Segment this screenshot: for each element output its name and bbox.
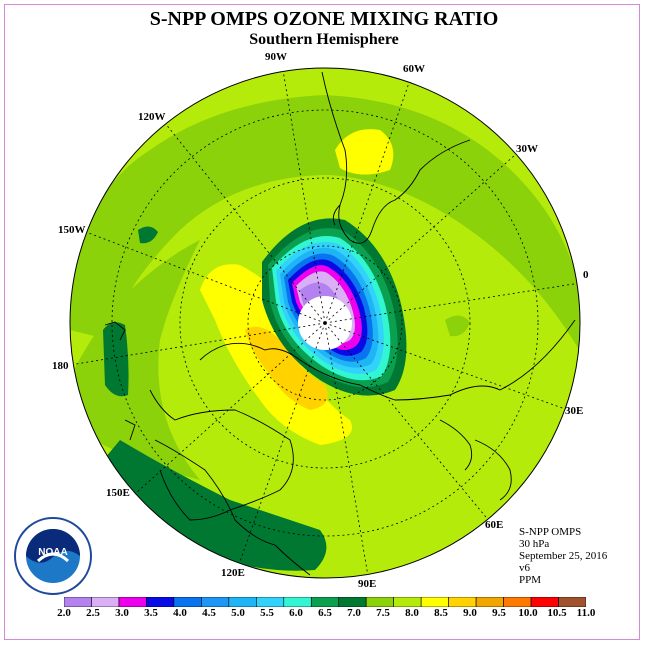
lon-label-120e: 120E <box>221 567 245 579</box>
lon-label-60e: 60E <box>485 519 504 531</box>
colorbar-label: 6.0 <box>289 607 303 619</box>
colorbar-swatch <box>173 597 202 607</box>
colorbar-swatch <box>530 597 559 607</box>
colorbar-swatch <box>228 597 257 607</box>
lon-label-30w: 30W <box>516 143 538 155</box>
colorbar-swatch <box>338 597 367 607</box>
colorbar-label: 9.0 <box>463 607 477 619</box>
colorbar-swatch <box>475 597 504 607</box>
map-title: S-NPP OMPS OZONE MIXING RATIO <box>149 8 499 30</box>
field-6-5-nw <box>138 226 158 244</box>
info-instrument: S-NPP OMPS <box>519 526 582 538</box>
colorbar-label: 6.5 <box>318 607 332 619</box>
colorbar-label: 8.0 <box>405 607 419 619</box>
info-block: S-NPP OMPS 30 hPa September 25, 2016 v6 … <box>519 526 607 586</box>
colorbar-swatch <box>503 597 532 607</box>
lon-label-150w: 150W <box>58 224 86 236</box>
lon-label-90w: 90W <box>265 51 287 63</box>
lon-label-180: 180 <box>52 360 69 372</box>
colorbar-label: 4.5 <box>202 607 216 619</box>
colorbar-label: 5.0 <box>231 607 245 619</box>
lon-label-90e: 90E <box>358 578 377 590</box>
map-subtitle: Southern Hemisphere <box>249 31 399 48</box>
field-6-5-west <box>103 322 129 397</box>
map-frame <box>4 4 640 640</box>
colorbar-swatch <box>283 597 312 607</box>
noaa-logo: NOAA <box>14 517 92 595</box>
colorbar-swatch <box>118 597 147 607</box>
colorbar-label: 7.5 <box>376 607 390 619</box>
colorbar-label: 5.5 <box>260 607 274 619</box>
colorbar-label: 4.0 <box>173 607 187 619</box>
info-units: PPM <box>519 574 542 586</box>
colorbar-label: 2.5 <box>86 607 100 619</box>
info-date: September 25, 2016 <box>519 550 608 562</box>
colorbar-label: 3.0 <box>115 607 129 619</box>
coastlines <box>104 71 576 576</box>
field-9-0 <box>245 326 328 410</box>
field-8-0-east <box>445 315 470 337</box>
lon-label-30e: 30E <box>565 405 584 417</box>
colorbar-label: 11.0 <box>576 607 596 619</box>
lon-label-120w: 120W <box>138 111 166 123</box>
pole-marker <box>323 321 327 325</box>
logo-text: NOAA <box>38 547 67 558</box>
colorbar-label: 3.5 <box>144 607 158 619</box>
colorbar-swatch <box>256 597 285 607</box>
lon-label-0: 0 <box>583 269 589 281</box>
colorbar-label: 10.5 <box>547 607 567 619</box>
colorbar-swatch <box>91 597 120 607</box>
colorbar-swatch <box>393 597 422 607</box>
field-7-0-band <box>70 95 580 360</box>
colorbar-swatch <box>310 597 340 607</box>
colorbar-swatch <box>558 597 586 607</box>
info-version: v6 <box>519 562 530 574</box>
field-7-0-west <box>70 240 200 480</box>
colorbar-label: 10.0 <box>518 607 538 619</box>
map-border <box>69 67 581 579</box>
colorbar-label: 7.0 <box>347 607 361 619</box>
lon-label-150e: 150E <box>106 487 130 499</box>
lon-label-60w: 60W <box>403 63 425 75</box>
colorbar-label: 9.5 <box>492 607 506 619</box>
colorbar-swatch <box>201 597 230 607</box>
graticule <box>70 69 580 577</box>
colorbar-swatch <box>146 597 175 607</box>
colorbar-label: 2.0 <box>57 607 71 619</box>
info-level: 30 hPa <box>519 538 550 550</box>
colorbar-label: 8.5 <box>434 607 448 619</box>
colorbar-swatch <box>448 597 477 607</box>
colorbar-swatch <box>64 597 92 607</box>
field-8-5-north <box>335 129 394 175</box>
colorbar-swatch <box>420 597 449 607</box>
colorbar-swatch <box>365 597 394 607</box>
field-6-5-south <box>95 440 327 571</box>
colorbar <box>64 597 586 607</box>
